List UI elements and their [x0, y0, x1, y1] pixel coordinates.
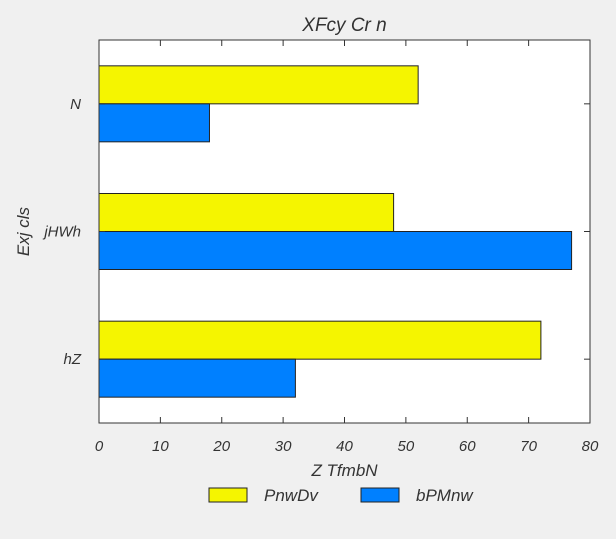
bar-bPMnw-jHWh — [98, 231, 573, 270]
legend-label-PnwDv: PnwDv — [264, 486, 319, 505]
bars-group — [98, 65, 573, 398]
y-tick-label: jHWh — [42, 224, 81, 241]
x-tick-label: 60 — [459, 438, 476, 455]
legend-label-bPMnw: bPMnw — [416, 486, 474, 505]
bar-PnwDv-jHWh — [98, 193, 395, 232]
x-tick-label: 40 — [336, 438, 353, 455]
x-tick-label: 20 — [212, 438, 230, 455]
legend: PnwDv bPMnw — [208, 486, 474, 505]
x-tick-label: 50 — [398, 438, 415, 455]
plot-frame — [98, 39, 591, 424]
x-tick-label: 10 — [152, 438, 169, 455]
legend-swatch-PnwDv — [208, 487, 248, 503]
x-axis-label: Z TfmbN — [310, 461, 378, 480]
chart-title: XFcy Cr n — [301, 15, 386, 36]
x-tick-label: 30 — [275, 438, 292, 455]
y-tick-label: N — [70, 96, 81, 113]
x-tick-label: 0 — [95, 438, 104, 455]
y-tick-label: hZ — [63, 351, 81, 368]
y-axis-label: Exj cls — [14, 206, 33, 256]
legend-swatch-bPMnw — [360, 487, 400, 503]
x-tick-label: 80 — [582, 438, 599, 455]
bar-bPMnw-hZ — [98, 358, 296, 398]
bar-PnwDv-N — [98, 65, 419, 105]
bar-PnwDv-hZ — [98, 320, 542, 360]
bar-bPMnw-N — [98, 103, 210, 143]
x-tick-label: 70 — [520, 438, 537, 455]
